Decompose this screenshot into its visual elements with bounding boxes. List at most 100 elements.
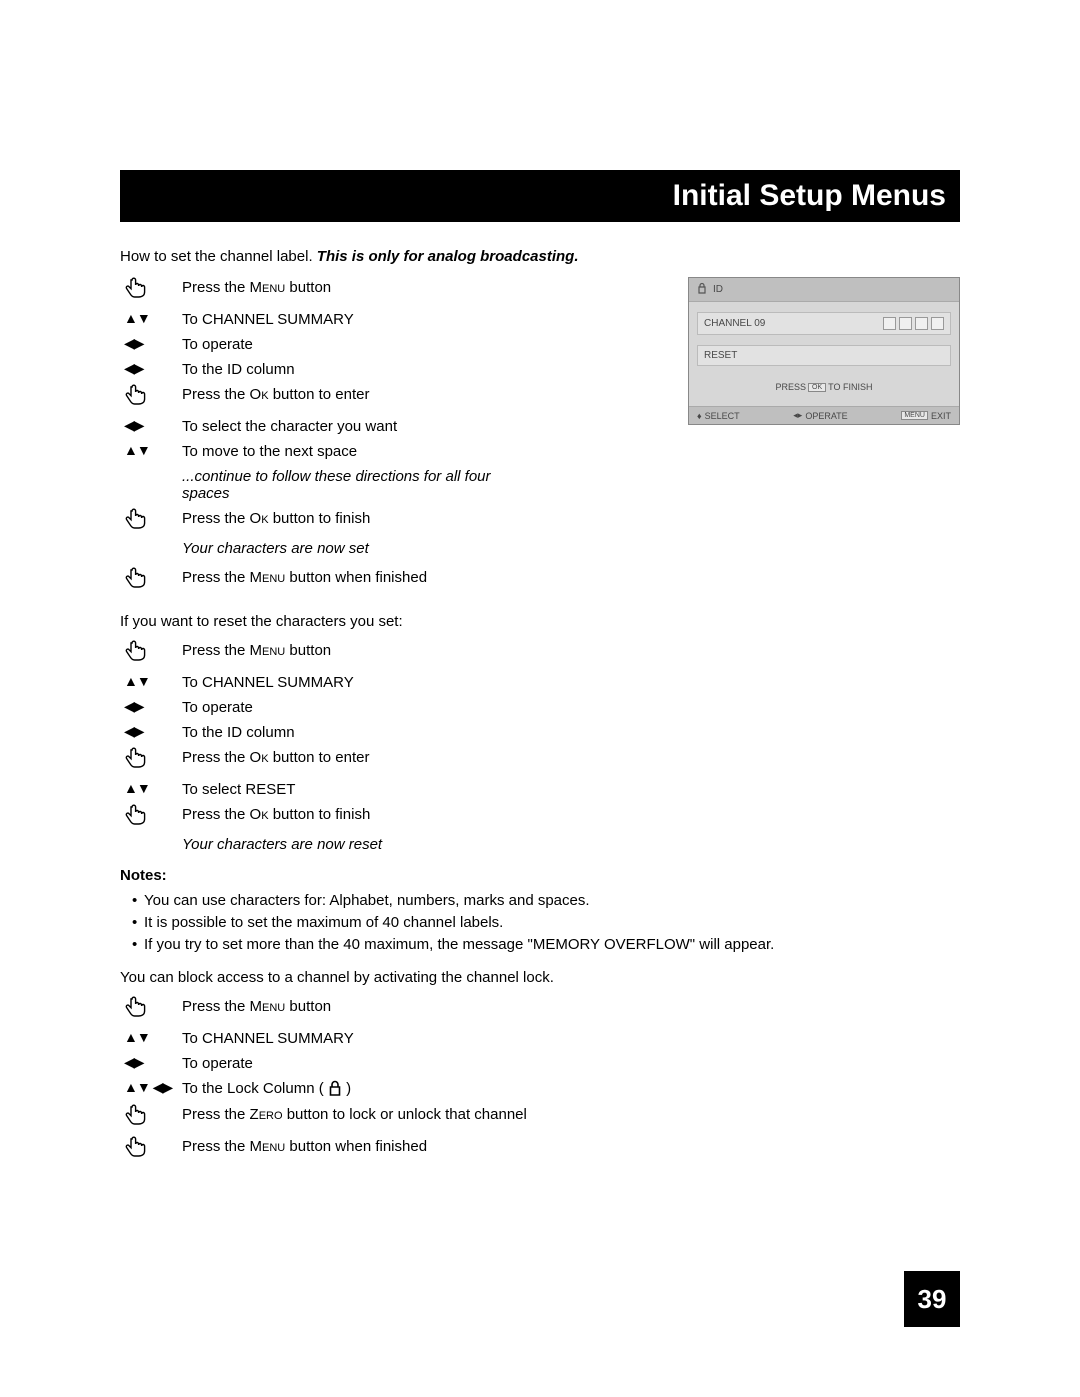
- left-right-arrows-icon: ◀▶: [124, 722, 144, 742]
- hand-press-icon: [124, 747, 148, 775]
- hand-press-icon: [124, 567, 148, 595]
- up-down-arrows-icon: ▲▼: [124, 441, 150, 461]
- up-down-arrows-icon: ▲▼: [124, 1028, 150, 1048]
- intro-prefix: How to set the channel label.: [120, 248, 317, 265]
- osd-footer-select: ♦SELECT: [697, 410, 740, 421]
- left-right-arrows-icon: ◀▶: [124, 1053, 144, 1073]
- step-icon-cell: [120, 277, 182, 305]
- button-name: Ok: [250, 386, 269, 403]
- left-right-arrows-icon: ◀▶: [124, 359, 144, 379]
- osd-channel-label: CHANNEL 09: [704, 318, 765, 329]
- step-text: To operate: [182, 697, 960, 718]
- step-row: ▲▼ To CHANNEL SUMMARY: [120, 672, 960, 693]
- hand-press-icon: [124, 277, 148, 305]
- up-down-arrows-icon: ▲▼: [124, 309, 150, 329]
- button-name: Menu: [250, 569, 286, 586]
- step-row: Press the Menu button: [120, 640, 960, 668]
- manual-page: Initial Setup Menus How to set the chann…: [0, 0, 1080, 1228]
- step-text: Press the Zero button to lock or unlock …: [182, 1104, 960, 1125]
- step-text: Press the Ok button to finish: [182, 508, 960, 529]
- left-right-arrows-icon: ◀▶: [124, 334, 144, 354]
- step-row: Press the Menu button when finished: [120, 567, 960, 595]
- leftright-icon: ◂▸: [793, 410, 802, 421]
- page-title: Initial Setup Menus: [673, 179, 946, 213]
- step-icon-cell: ◀▶: [120, 334, 182, 354]
- button-name: Menu: [250, 642, 286, 659]
- italic-continue: ...continue to follow these directions f…: [182, 468, 542, 502]
- button-name: Menu: [250, 279, 286, 296]
- updown-icon: ♦: [697, 411, 702, 421]
- step-icon-cell: [120, 1104, 182, 1132]
- step-icon-cell: [120, 804, 182, 832]
- title-banner: Initial Setup Menus: [120, 170, 960, 222]
- step-icon-cell: ▲▼: [120, 1028, 182, 1048]
- osd-footer-exit: MENUEXIT: [901, 410, 951, 421]
- step-text: Press the Menu button when finished: [182, 567, 960, 588]
- hand-press-icon: [124, 384, 148, 412]
- button-name: Menu: [250, 1138, 286, 1155]
- step-row: Press the Menu button: [120, 996, 960, 1024]
- up-down-arrows-icon: ▲▼: [124, 672, 150, 692]
- button-name: Ok: [250, 806, 269, 823]
- steps-section-c: Press the Menu button ▲▼To CHANNEL SUMMAR…: [120, 996, 960, 1164]
- osd-channel-row: CHANNEL 09: [697, 312, 951, 335]
- step-row: Press the Menu button when finished: [120, 1136, 960, 1164]
- step-row: ◀▶To operate: [120, 697, 960, 718]
- osd-char-box: [931, 317, 944, 330]
- step-icon-cell: [120, 384, 182, 412]
- note-item: It is possible to set the maximum of 40 …: [132, 912, 960, 934]
- osd-header: ID: [689, 278, 959, 302]
- step-row: Press the Zero button to lock or unlock …: [120, 1104, 960, 1132]
- button-name: Zero: [250, 1106, 283, 1123]
- step-row: Press the Ok button to finish: [120, 508, 960, 536]
- lock-icon: [697, 282, 707, 297]
- step-icon-cell: [120, 567, 182, 595]
- osd-reset-row: RESET: [697, 345, 951, 366]
- intro-italic: This is only for analog broadcasting.: [317, 248, 579, 265]
- osd-char-box: [883, 317, 896, 330]
- osd-press-post: TO FINISH: [828, 382, 872, 392]
- step-row: ▲▼ ◀▶To the Lock Column ( ): [120, 1078, 960, 1100]
- step-row: ◀▶To the ID column: [120, 722, 960, 743]
- osd-press-pre: PRESS: [776, 382, 807, 392]
- step-text: Press the Menu button when finished: [182, 1136, 960, 1157]
- lock-icon: [328, 1079, 342, 1100]
- step-row: ▲▼To CHANNEL SUMMARY: [120, 1028, 960, 1049]
- steps-section-a: ID CHANNEL 09 RESET PRESSOKTO FINISH: [120, 277, 960, 595]
- step-text: Press the Menu button: [182, 640, 960, 661]
- note-item: You can use characters for: Alphabet, nu…: [132, 890, 960, 912]
- step-text: To select RESET: [182, 779, 960, 800]
- step-text: Press the Ok button to finish: [182, 804, 960, 825]
- osd-ok-box: OK: [808, 383, 826, 392]
- osd-panel: ID CHANNEL 09 RESET PRESSOKTO FINISH: [688, 277, 960, 425]
- hand-press-icon: [124, 996, 148, 1024]
- step-icon-cell: ◀▶: [120, 697, 182, 717]
- hand-press-icon: [124, 1104, 148, 1132]
- reset-intro: If you want to reset the characters you …: [120, 613, 960, 630]
- step-row: ▲▼To move to the next space: [120, 441, 960, 462]
- osd-footer-operate: ◂▸OPERATE: [793, 410, 847, 421]
- step-icon-cell: ◀▶: [120, 722, 182, 742]
- osd-header-label: ID: [713, 284, 723, 295]
- step-icon-cell: [120, 1136, 182, 1164]
- notes-heading: Notes:: [120, 867, 960, 884]
- hand-press-icon: [124, 1136, 148, 1164]
- step-row: Press the Ok button to enter: [120, 747, 960, 775]
- step-text: To CHANNEL SUMMARY: [182, 672, 960, 693]
- all-arrows-icon: ▲▼ ◀▶: [124, 1078, 172, 1098]
- steps-section-b: Press the Menu button ▲▼ To CHANNEL SUMMAR…: [120, 640, 960, 832]
- step-icon-cell: ▲▼: [120, 779, 182, 799]
- intro-line: How to set the channel label. This is on…: [120, 248, 960, 265]
- step-icon-cell: [120, 508, 182, 536]
- step-row: ▲▼To select RESET: [120, 779, 960, 800]
- step-text: To operate: [182, 1053, 960, 1074]
- step-icon-cell: [120, 640, 182, 668]
- step-row: ◀▶ To operate: [120, 1053, 960, 1074]
- step-icon-cell: ◀▶: [120, 359, 182, 379]
- step-icon-cell: [120, 996, 182, 1024]
- step-icon-cell: ▲▼: [120, 672, 182, 692]
- step-icon-cell: ▲▼: [120, 441, 182, 461]
- page-number: 39: [904, 1271, 960, 1327]
- step-icon-cell: ◀▶: [120, 416, 182, 436]
- osd-char-box: [915, 317, 928, 330]
